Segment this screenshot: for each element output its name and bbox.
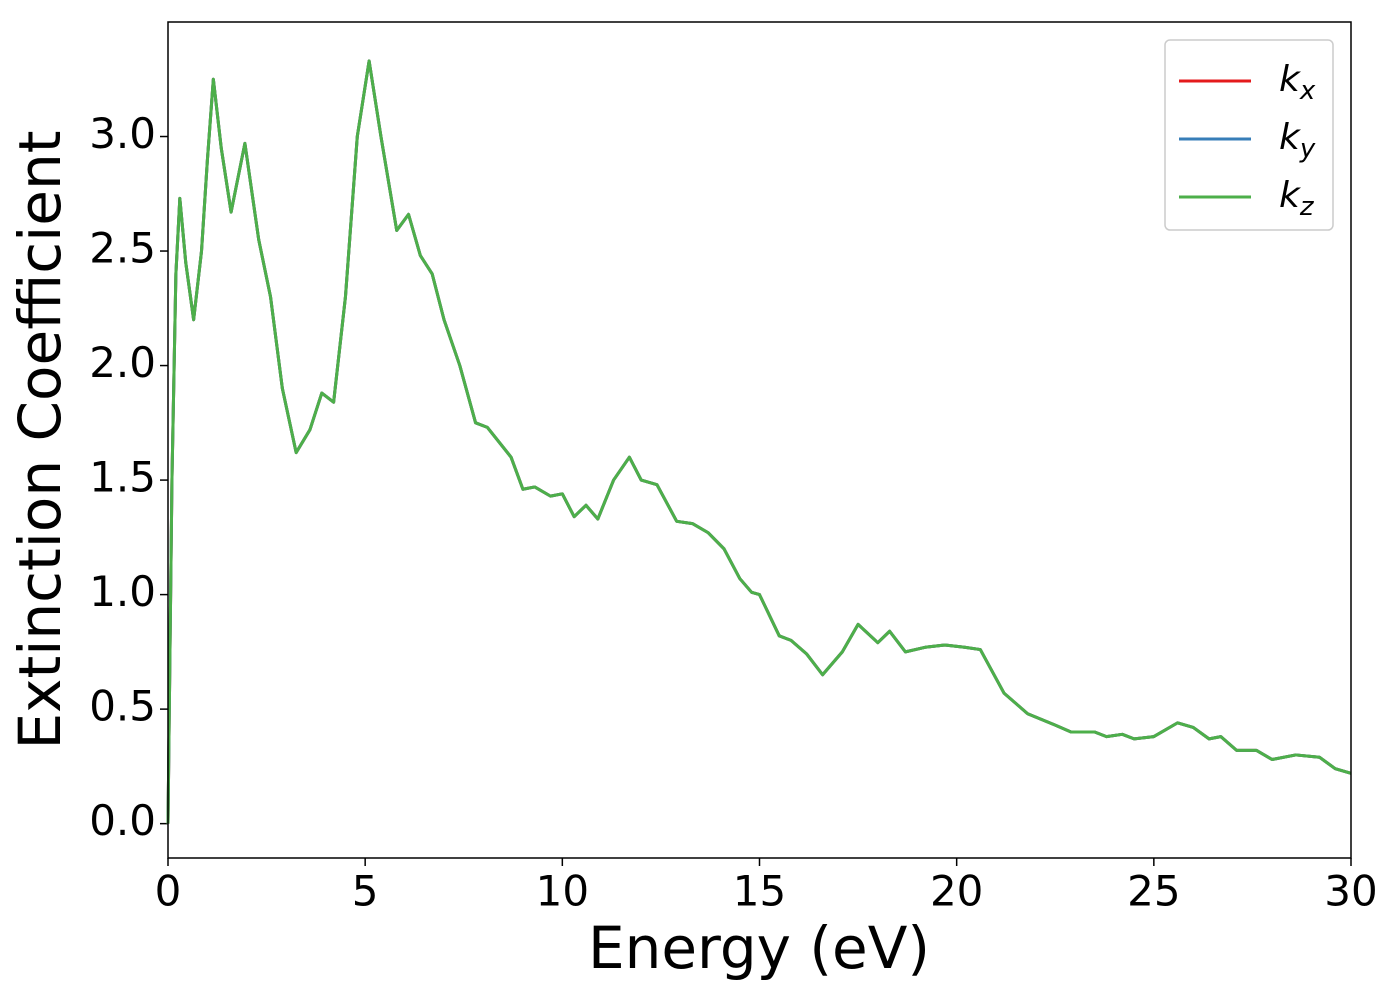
x-tick-label: 10 (536, 867, 589, 916)
y-tick-label: 2.0 (89, 338, 156, 387)
legend-box (1164, 39, 1334, 231)
x-tick-label: 20 (930, 867, 983, 916)
x-tick-label: 0 (155, 867, 182, 916)
data-line (166, 59, 1352, 824)
y-tick-label: 2.5 (89, 224, 156, 273)
legend-label: kx (1279, 59, 1316, 106)
x-axis-label: Energy (eV) (588, 914, 930, 982)
x-tick-label: 25 (1127, 867, 1180, 916)
legend-label: ky (1279, 117, 1316, 164)
y-axis-label: Extinction Coefficient (6, 131, 74, 750)
y-tick-label: 0.5 (89, 682, 156, 731)
y-tick-label: 0.0 (89, 796, 156, 845)
plot-frame (167, 21, 1352, 859)
y-tick-label: 1.0 (89, 567, 156, 616)
x-tick-label: 30 (1324, 867, 1377, 916)
x-tick-label: 15 (733, 867, 786, 916)
legend-label: kz (1279, 175, 1315, 222)
x-tick-label: 5 (352, 867, 379, 916)
y-tick-label: 3.0 (89, 109, 156, 158)
legend: kx ky kz (1164, 39, 1334, 231)
y-tick-label: 1.5 (89, 453, 156, 502)
